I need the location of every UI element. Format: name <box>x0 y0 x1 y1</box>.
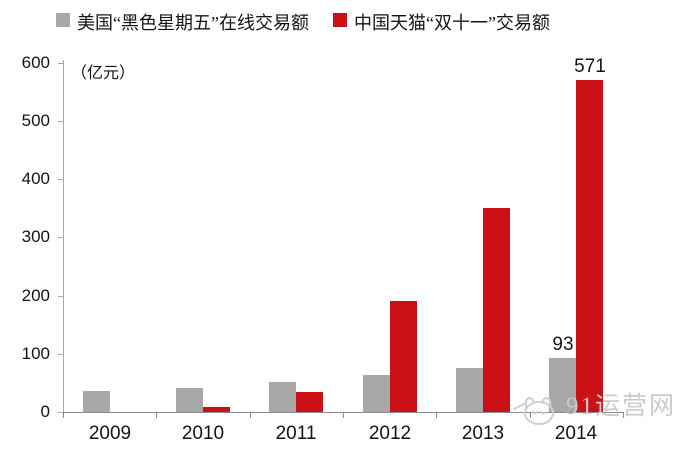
x-category-label: 2014 <box>554 423 598 444</box>
y-tick <box>58 63 63 64</box>
bar-tmall-2010 <box>203 407 230 412</box>
bar-value-label: 93 <box>552 334 574 355</box>
x-category-label: 2010 <box>181 423 225 444</box>
y-tick <box>58 179 63 180</box>
legend-label-tmall: 中国天猫“双十一”交易额 <box>353 13 550 33</box>
x-category-label: 2013 <box>461 423 505 444</box>
bar-value-label: 571 <box>574 56 606 77</box>
legend-label-us: 美国“黑色星期五”在线交易额 <box>77 13 309 33</box>
x-category-label: 2012 <box>368 423 412 444</box>
y-tick-label: 400 <box>21 169 50 188</box>
y-tick <box>58 354 63 355</box>
y-tick-label: 300 <box>21 227 50 246</box>
y-axis-unit-label: （亿元） <box>71 65 136 82</box>
bar-us-2011 <box>269 382 296 412</box>
x-tick <box>530 413 531 418</box>
y-tick-label: 200 <box>21 286 50 305</box>
bar-us-2009 <box>83 391 110 412</box>
legend: 美国“黑色星期五”在线交易额 中国天猫“双十一”交易额 <box>56 9 550 35</box>
x-tick <box>436 413 437 418</box>
bar-us-2014 <box>549 358 576 412</box>
bar-tmall-2014 <box>576 80 603 412</box>
y-tick-label: 600 <box>21 53 50 72</box>
x-tick <box>623 413 624 418</box>
y-tick <box>58 296 63 297</box>
x-axis-line <box>63 412 624 413</box>
y-tick-label: 500 <box>21 111 50 130</box>
bar-us-2013 <box>456 368 483 412</box>
bar-tmall-2013 <box>483 208 510 412</box>
y-tick-label: 100 <box>21 344 50 363</box>
bar-us-2012 <box>363 375 390 412</box>
y-tick <box>58 412 63 413</box>
legend-item-tmall-double11: 中国天猫“双十一”交易额 <box>332 9 550 35</box>
y-tick <box>58 237 63 238</box>
x-tick <box>156 413 157 418</box>
x-tick <box>63 413 64 418</box>
bar-tmall-2012 <box>390 301 417 412</box>
x-tick <box>343 413 344 418</box>
x-category-label: 2009 <box>88 423 132 444</box>
y-tick <box>58 121 63 122</box>
legend-item-us-black-friday: 美国“黑色星期五”在线交易额 <box>56 9 309 35</box>
legend-swatch-tmall <box>332 13 347 27</box>
y-tick-label: 0 <box>40 402 50 421</box>
legend-swatch-us <box>56 13 70 27</box>
x-tick <box>250 413 251 418</box>
bar-tmall-2011 <box>296 392 323 412</box>
y-axis-line <box>63 60 64 413</box>
bar-us-2010 <box>176 388 203 412</box>
x-category-label: 2011 <box>275 423 317 444</box>
